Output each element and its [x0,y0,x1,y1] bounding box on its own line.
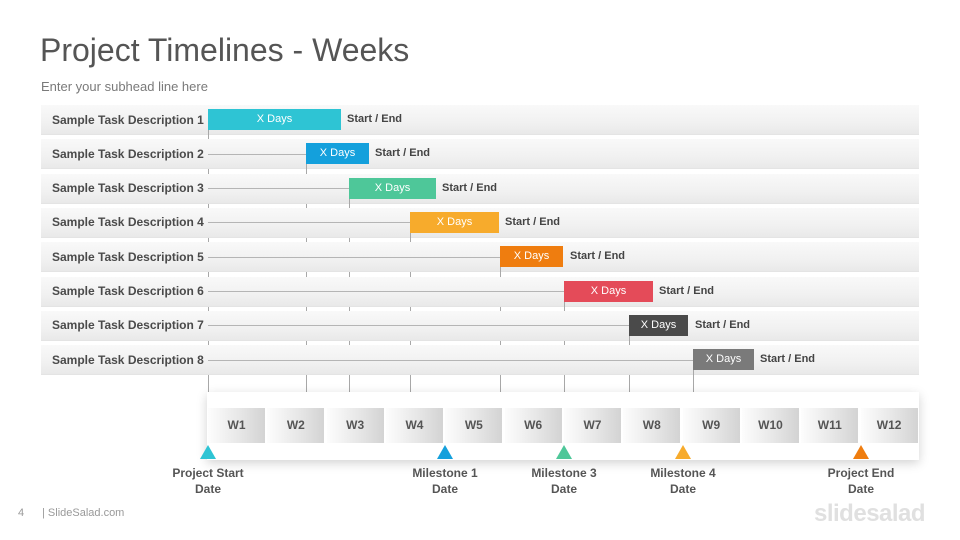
week-label: W12 [860,408,918,443]
task-connector-line [208,154,306,155]
milestone-label: Project Start Date [153,465,263,497]
week-label: W5 [445,408,503,443]
task-label: Sample Task Description 3 [52,181,204,196]
task-label: Sample Task Description 1 [52,112,204,127]
milestone-triangle-icon [853,445,869,459]
task-row [41,173,919,204]
week-label: W4 [385,408,443,443]
task-connector-line [208,291,564,292]
task-label: Sample Task Description 5 [52,249,204,264]
task-start-end-note: Start / End [659,285,715,297]
milestone-triangle-icon [675,445,691,459]
task-start-end-note: Start / End [570,250,626,262]
task-bar: X Days [500,246,563,267]
task-bar: X Days [306,143,369,164]
week-label: W6 [504,408,562,443]
week-label: W10 [741,408,799,443]
task-bar: X Days [564,281,653,302]
footer-brand: | SlideSalad.com [42,507,125,519]
milestone-title: Milestone 4 [650,466,716,480]
milestone-title: Milestone 3 [531,466,597,480]
task-bar: X Days [693,349,754,370]
task-bar: X Days [349,178,436,199]
week-axis: W1 W2 W3 W4 W5 W6 W7 W8 W9 W10 W11 W12 [207,392,919,460]
task-start-end-note: Start / End [505,216,561,228]
task-bar: X Days [629,315,688,336]
task-start-end-note: Start / End [347,113,403,125]
milestone-triangle-icon [437,445,453,459]
task-label: Sample Task Description 2 [52,146,204,161]
task-start-end-note: Start / End [375,147,431,159]
task-connector-line [208,257,501,258]
page-subtitle: Enter your subhead line here [41,79,208,94]
milestone-label: Project End Date [806,465,916,497]
week-label: W3 [326,408,384,443]
task-connector-line [208,222,410,223]
milestone-title: Project Start [172,466,244,480]
task-label: Sample Task Description 8 [52,352,204,367]
task-row [41,139,919,170]
milestone-title: Milestone 1 [412,466,478,480]
task-label: Sample Task Description 6 [52,284,204,298]
milestone-title: Project End [827,466,895,480]
milestone-date: Date [669,482,696,496]
week-label: W8 [623,408,681,443]
task-connector-line [208,360,693,361]
week-label: W7 [563,408,621,443]
task-bar: X Days [208,109,341,130]
milestone-triangle-icon [200,445,216,459]
task-label: Sample Task Description 7 [52,318,204,333]
task-start-line [693,370,694,393]
milestone-label: Milestone 3 Date [509,465,619,497]
milestone-label: Milestone 1 Date [390,465,500,497]
milestone-date: Date [847,482,874,496]
week-label: W2 [267,408,325,443]
task-label: Sample Task Description 4 [52,215,204,230]
week-label: W9 [682,408,740,443]
task-bar: X Days [410,212,499,233]
task-connector-line [208,325,630,326]
page-number: 4 [18,507,25,519]
task-connector-line [208,188,350,189]
task-start-end-note: Start / End [695,319,751,331]
task-start-end-note: Start / End [760,353,816,365]
milestone-label: Milestone 4 Date [628,465,738,497]
week-label: W11 [801,408,859,443]
week-label: W1 [208,408,265,443]
task-row [41,105,919,135]
page-title: Project Timelines - Weeks [40,32,410,68]
milestone-date: Date [431,482,458,496]
milestone-date: Date [194,482,221,496]
brand-logo: slidesalad [814,500,926,527]
task-start-end-note: Start / End [442,182,498,194]
milestone-date: Date [550,482,577,496]
milestone-triangle-icon [556,445,572,459]
